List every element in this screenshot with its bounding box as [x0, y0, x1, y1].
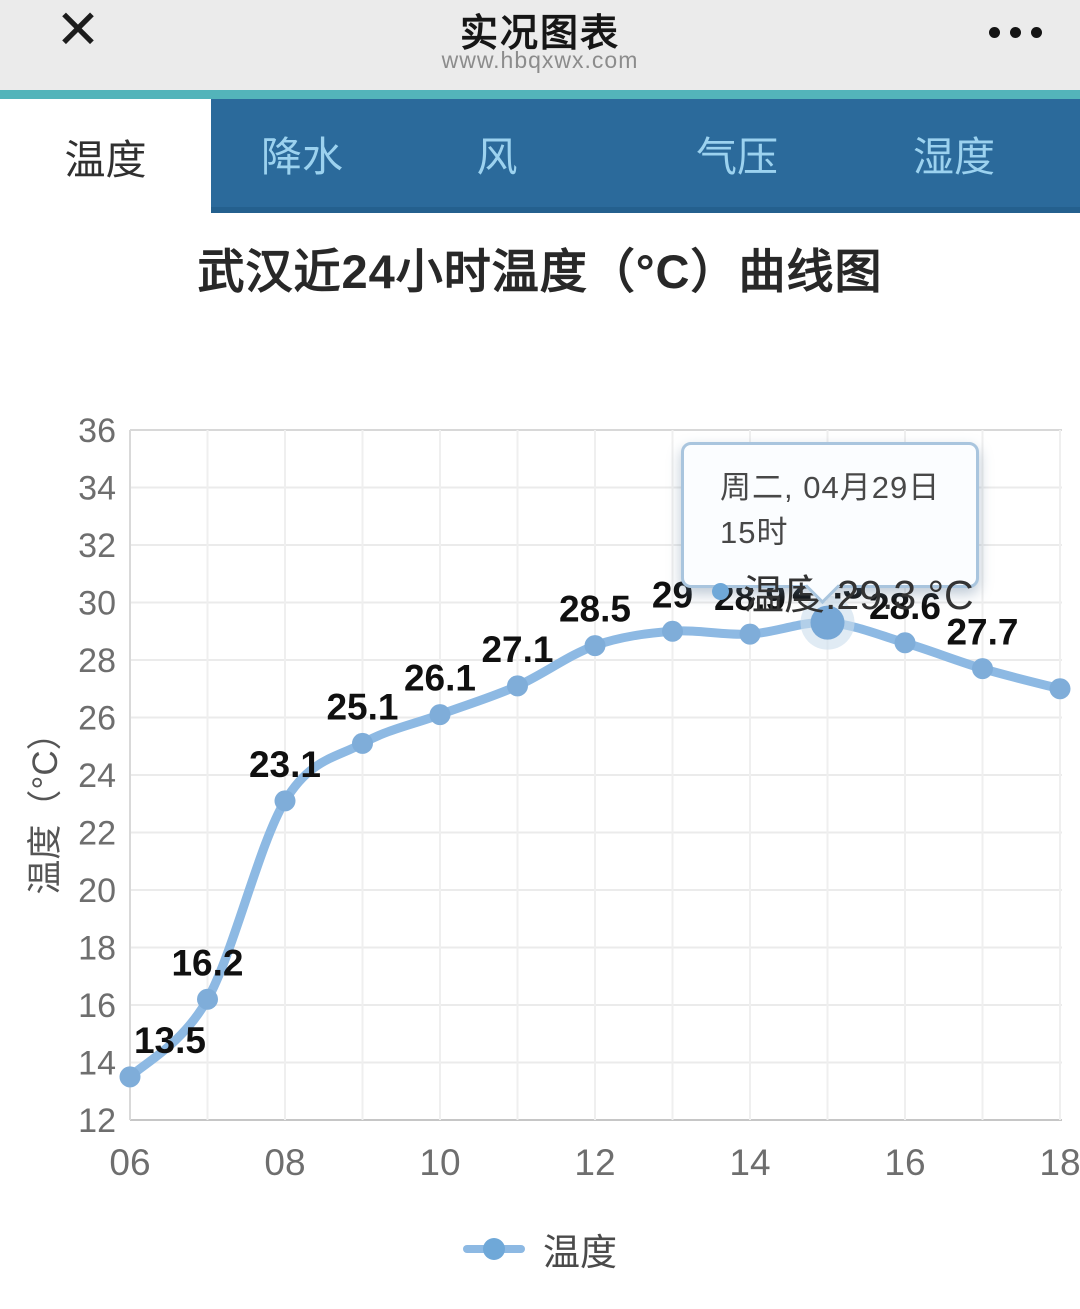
- svg-text:26: 26: [78, 700, 116, 738]
- page-title: 实况图表: [459, 13, 620, 55]
- header-bar: ✕ 实况图表 www.hbqxwx.com: [0, 0, 1080, 90]
- data-point: [584, 635, 606, 657]
- svg-text:06: 06: [109, 1142, 150, 1183]
- svg-text:28: 28: [78, 642, 116, 680]
- svg-text:23.1: 23.1: [249, 744, 321, 785]
- tab-humidity[interactable]: 湿度: [913, 134, 995, 180]
- temperature-line-chart[interactable]: 12 14 16 18 20 22 24 26 28 30 32 34 36 06 08 10 12 14 16 18…: [0, 0, 1080, 1220]
- svg-text:28.6: 28.6: [869, 586, 941, 627]
- data-point: [1049, 678, 1071, 700]
- data-point: [197, 988, 218, 1010]
- svg-text:32: 32: [78, 527, 116, 565]
- svg-text:18: 18: [78, 930, 116, 968]
- svg-text:16.2: 16.2: [171, 942, 243, 983]
- svg-text:22: 22: [78, 815, 116, 853]
- data-point: [894, 632, 916, 654]
- legend-line-dot-icon: [463, 1238, 525, 1260]
- chart-tooltip: 周二, 04月29日15时 温度:29.3 °C: [681, 442, 979, 618]
- data-point: [739, 623, 761, 645]
- chart-title: 武汉近24小时温度（°C）曲线图: [197, 245, 883, 298]
- svg-text:12: 12: [78, 1102, 116, 1140]
- highlighted-point: [810, 605, 845, 640]
- data-point: [972, 658, 993, 680]
- tab-bar-background: [211, 99, 1080, 213]
- more-options-icon[interactable]: [989, 20, 1042, 44]
- tab-bar: 温度 降水 风 气压 湿度: [0, 99, 1080, 213]
- tab-wind[interactable]: 风: [476, 134, 518, 180]
- dot: [989, 26, 1000, 38]
- tab-temperature[interactable]: 温度: [0, 99, 211, 213]
- svg-text:34: 34: [78, 470, 116, 508]
- legend-label: 温度: [543, 1232, 617, 1273]
- svg-text:30: 30: [78, 585, 116, 623]
- data-point: [352, 732, 373, 754]
- teal-divider: [0, 90, 1080, 99]
- svg-text:36: 36: [78, 412, 116, 450]
- data-point: [429, 704, 451, 726]
- data-point: [119, 1066, 141, 1088]
- svg-text:18: 18: [1039, 1142, 1080, 1183]
- svg-text:16: 16: [78, 987, 116, 1025]
- tooltip-value: 温度:29.3 °C: [743, 572, 974, 618]
- data-point: [662, 620, 683, 642]
- svg-text:温度（°C）: 温度（°C）: [26, 715, 65, 894]
- svg-text:13.5: 13.5: [134, 1020, 206, 1061]
- svg-text:10: 10: [419, 1142, 460, 1183]
- svg-text:25.1: 25.1: [326, 686, 398, 727]
- tab-precipitation[interactable]: 降水: [261, 134, 343, 180]
- series-line: [119, 595, 1071, 1088]
- svg-text:14: 14: [78, 1045, 116, 1083]
- legend-temperature[interactable]: 温度: [0, 1224, 1080, 1274]
- svg-text:28.5: 28.5: [559, 589, 631, 630]
- svg-text:14: 14: [729, 1142, 770, 1183]
- svg-text:27.1: 27.1: [481, 629, 553, 670]
- data-point: [274, 790, 296, 812]
- svg-text:12: 12: [574, 1142, 615, 1183]
- axis-labels: 12 14 16 18 20 22 24 26 28 30 32 34 36 06 08 10 12 14 16 18…: [26, 412, 1080, 1183]
- dot: [1010, 26, 1021, 38]
- svg-text:08: 08: [264, 1142, 305, 1183]
- series-dot-icon: [712, 582, 729, 600]
- svg-text:26.1: 26.1: [404, 658, 476, 699]
- dot: [1031, 26, 1042, 38]
- close-icon[interactable]: ✕: [55, 0, 101, 60]
- data-point: [507, 675, 528, 697]
- svg-text:20: 20: [78, 872, 116, 910]
- svg-text:27.7: 27.7: [946, 612, 1018, 653]
- tooltip-datetime: 周二, 04月29日15时: [720, 470, 941, 550]
- svg-text:24: 24: [78, 757, 116, 795]
- tab-pressure[interactable]: 气压: [696, 134, 778, 180]
- svg-text:16: 16: [884, 1142, 925, 1183]
- page-url: www.hbqxwx.com: [441, 47, 639, 73]
